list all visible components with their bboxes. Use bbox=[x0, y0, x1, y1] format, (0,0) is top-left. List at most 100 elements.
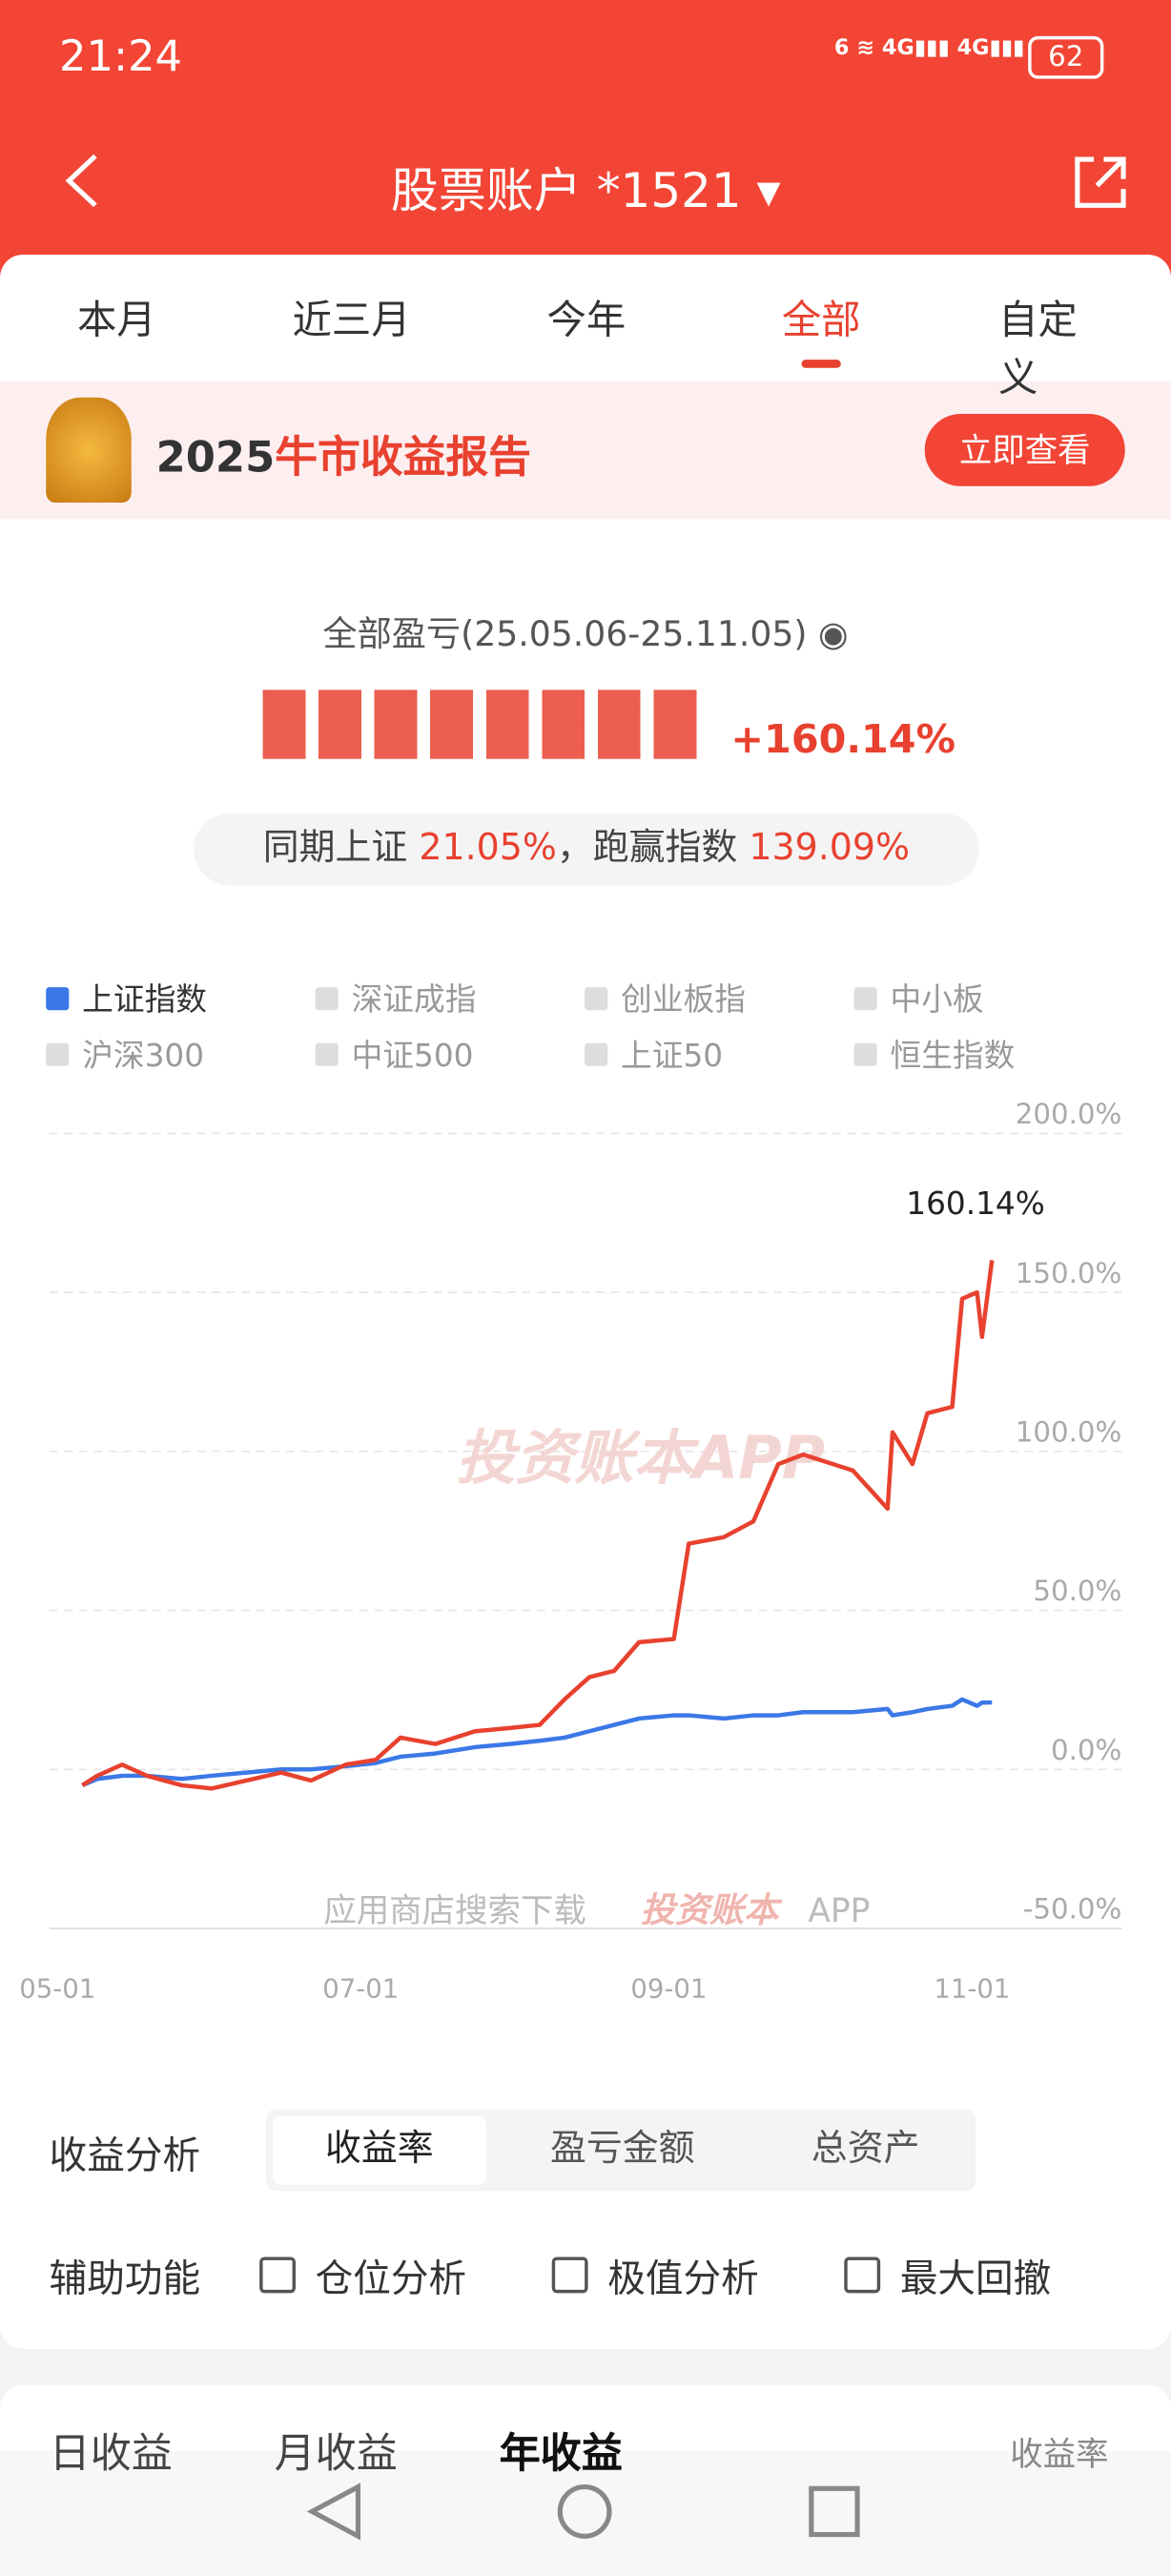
bottom-tab-text: 月收益 bbox=[274, 2429, 398, 2478]
legend-item[interactable]: 上证50 bbox=[585, 1032, 723, 1077]
period-label: 全部盈亏(25.05.06-25.11.05) bbox=[322, 614, 808, 654]
legend-label: 上证50 bbox=[621, 1038, 724, 1075]
checkbox-label: 极值分析 bbox=[607, 2258, 759, 2301]
hidden-amount bbox=[262, 690, 707, 759]
bottom-tab[interactable]: 日收益 bbox=[50, 2421, 173, 2481]
compare-pill: 同期上证 21.05%，跑赢指数 139.09% bbox=[194, 813, 979, 886]
checkbox-label: 仓位分析 bbox=[315, 2258, 467, 2301]
period-tab[interactable]: 今年 bbox=[547, 287, 627, 344]
battery: 62 bbox=[1028, 35, 1104, 79]
tab-indicator bbox=[801, 360, 841, 368]
banner-title: 2025牛市收益报告 bbox=[156, 423, 531, 484]
legend-label: 创业板指 bbox=[621, 981, 746, 1019]
nav-bar bbox=[0, 2450, 1171, 2576]
period-tab-text: 本月 bbox=[76, 297, 156, 343]
footer-brand: 投资账本 bbox=[641, 1889, 783, 1930]
title-text: 股票账户 *1521 bbox=[390, 162, 742, 219]
x-tick-label: 05-01 bbox=[19, 1973, 95, 2004]
checkbox-box[interactable] bbox=[259, 2257, 297, 2294]
legend-item[interactable]: 上证指数 bbox=[46, 976, 207, 1020]
footer-note: 应用商店搜索下载 bbox=[323, 1892, 586, 1930]
segment-selected bbox=[272, 2115, 486, 2185]
content-card bbox=[0, 254, 1171, 2349]
segment-option[interactable]: 盈亏金额 bbox=[550, 2119, 695, 2172]
view-button[interactable]: 立即查看 bbox=[924, 414, 1125, 486]
share-button[interactable] bbox=[1071, 153, 1130, 212]
beat-label: ，跑赢指数 bbox=[556, 828, 738, 870]
segment-option-text: 盈亏金额 bbox=[549, 2129, 695, 2171]
y-tick-label: 200.0% bbox=[1016, 1101, 1122, 1130]
bottom-right-text: 收益率 bbox=[1010, 2434, 1109, 2474]
y-tick-label: 0.0% bbox=[1051, 1734, 1121, 1766]
legend-item[interactable]: 中证500 bbox=[315, 1032, 474, 1077]
segment-option[interactable]: 收益率 bbox=[325, 2119, 434, 2172]
bottom-tab[interactable]: 月收益 bbox=[275, 2421, 398, 2481]
summary-label: 全部盈亏(25.05.06-25.11.05) ◉ bbox=[322, 614, 849, 654]
legend-label: 中证500 bbox=[351, 1038, 474, 1075]
back-button[interactable] bbox=[59, 151, 109, 210]
legend-swatch bbox=[585, 1041, 608, 1065]
legend-item[interactable]: 沪深300 bbox=[46, 1032, 204, 1077]
period-tab-text: 全部 bbox=[781, 297, 861, 343]
watermark: 投资账本APP bbox=[456, 1423, 825, 1493]
checkbox[interactable]: 仓位分析 bbox=[259, 2247, 466, 2303]
bottom-right[interactable]: 收益率 bbox=[1010, 2428, 1108, 2476]
bull-icon bbox=[46, 397, 132, 504]
legend-label: 中小板 bbox=[890, 981, 984, 1019]
checkbox-label: 最大回撤 bbox=[899, 2258, 1052, 2301]
bottom-tab[interactable]: 年收益 bbox=[500, 2421, 623, 2481]
clock: 21:24 bbox=[59, 32, 183, 83]
assist-label: 辅助功能 bbox=[49, 2258, 201, 2301]
signal-icons: 6 ≋ 4G▮▮▮ 4G▮▮▮ bbox=[833, 35, 1025, 61]
legend-swatch bbox=[46, 1041, 70, 1065]
series-line bbox=[81, 1697, 993, 1787]
segment-option[interactable]: 总资产 bbox=[811, 2119, 920, 2172]
checkbox-box[interactable] bbox=[844, 2257, 881, 2294]
period-tab[interactable]: 自定义 bbox=[998, 287, 1114, 402]
chart: -50.0% 0.0% 50.0% 100.0% 150.0% 200.0% 05-01 07… bbox=[19, 1101, 1122, 2004]
bottom-tab-text: 年收益 bbox=[499, 2429, 623, 2478]
banner-year: 2025 bbox=[155, 433, 276, 484]
app-header: 21:24 6 ≋ 4G▮▮▮ 4G▮▮▮ 62 股票账户 *1521 ▾ bbox=[0, 0, 1171, 279]
account-title[interactable]: 股票账户 *1521 ▾ bbox=[390, 162, 781, 219]
legend-label: 恒生指数 bbox=[890, 1038, 1016, 1075]
y-tick-label: 100.0% bbox=[1016, 1415, 1122, 1448]
legend-swatch bbox=[853, 986, 877, 1010]
legend-swatch bbox=[853, 1041, 877, 1065]
period-tab[interactable]: 全部 bbox=[782, 287, 861, 344]
y-tick-label: -50.0% bbox=[1023, 1893, 1122, 1926]
banner-text: 牛市收益报告 bbox=[275, 433, 531, 484]
legend-swatch bbox=[315, 1041, 339, 1065]
promo-banner[interactable]: 2025牛市收益报告 立即查看 bbox=[0, 381, 1171, 520]
compare-label: 同期上证 bbox=[262, 828, 408, 870]
x-tick-label: 07-01 bbox=[322, 1973, 399, 2004]
checkbox-box[interactable] bbox=[551, 2257, 588, 2294]
total-percent: +160.14% bbox=[730, 715, 956, 763]
y-tick-label: 50.0% bbox=[1033, 1575, 1121, 1607]
legend-item[interactable]: 恒生指数 bbox=[853, 1032, 1016, 1077]
period-tab-text: 今年 bbox=[546, 297, 627, 343]
period-tab-text: 自定义 bbox=[998, 297, 1078, 402]
legend-item[interactable]: 中小板 bbox=[853, 976, 984, 1020]
legend-swatch bbox=[585, 986, 608, 1010]
legend-label: 上证指数 bbox=[82, 981, 208, 1019]
checkbox[interactable]: 极值分析 bbox=[551, 2247, 759, 2303]
segment-option-text: 收益率 bbox=[325, 2129, 434, 2171]
x-tick-label: 09-01 bbox=[630, 1973, 707, 2004]
nav-icons bbox=[306, 2483, 860, 2541]
annotation: 160.14% bbox=[906, 1185, 1045, 1222]
legend-item[interactable]: 深证成指 bbox=[315, 976, 476, 1020]
period-tab[interactable]: 近三月 bbox=[293, 287, 411, 344]
beat-value: 139.09% bbox=[749, 828, 910, 870]
checkbox[interactable]: 最大回撤 bbox=[844, 2247, 1051, 2303]
series-line bbox=[81, 1260, 995, 1791]
x-tick-label: 11-01 bbox=[934, 1973, 1010, 2004]
period-tab[interactable]: 本月 bbox=[77, 287, 156, 344]
legend-swatch bbox=[315, 986, 339, 1010]
period-tab-text: 近三月 bbox=[292, 297, 411, 343]
bottom-tab-text: 日收益 bbox=[49, 2429, 173, 2478]
compare-value: 21.05% bbox=[419, 828, 557, 870]
legend-item[interactable]: 创业板指 bbox=[585, 976, 746, 1020]
